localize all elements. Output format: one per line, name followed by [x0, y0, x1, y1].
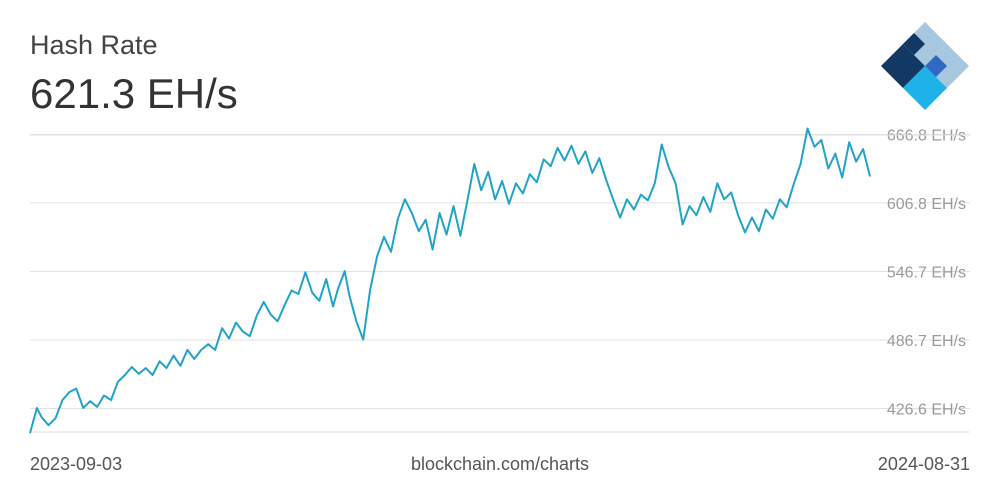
y-tick-label: 486.7 EH/s [887, 333, 966, 350]
y-tick-label: 666.8 EH/s [887, 127, 966, 144]
hash-rate-series-line [29, 127, 871, 434]
current-hash-rate-value: 621.3 EH/s [30, 70, 238, 117]
y-tick-label: 426.6 EH/s [887, 401, 966, 418]
blockchain-logo-icon [881, 22, 969, 110]
source-label: blockchain.com/charts [410, 454, 590, 474]
y-tick-label: 606.8 EH/s [887, 196, 966, 213]
y-tick-label: 546.7 EH/s [887, 264, 966, 281]
end-date-label: 2024-08-31 [877, 454, 970, 474]
chart-title: Hash Rate [30, 30, 158, 60]
start-date-label: 2023-09-03 [30, 454, 123, 474]
